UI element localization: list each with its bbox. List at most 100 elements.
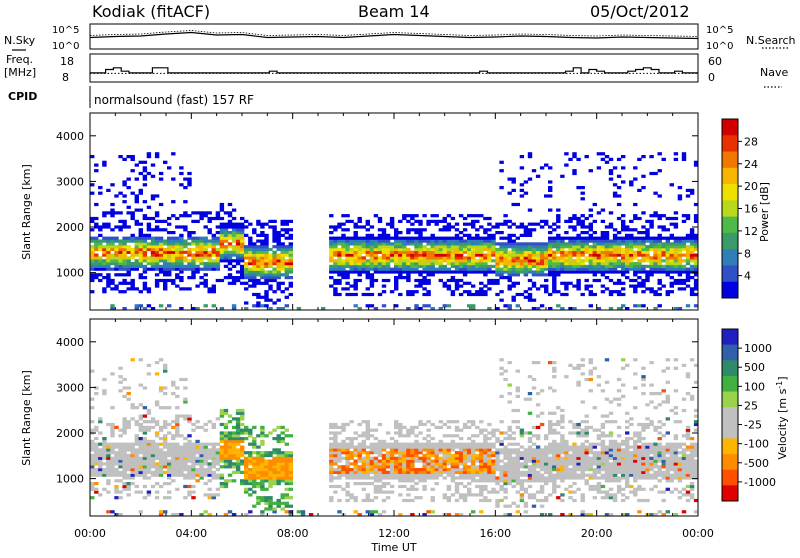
- power-echo-cell: [272, 254, 276, 257]
- power-echo-cell: [191, 240, 195, 243]
- power-echo-cell: [155, 248, 159, 251]
- power-echo-cell: [337, 282, 341, 285]
- power-echo-cell: [167, 273, 171, 276]
- velocity-echo-cell: [568, 460, 572, 463]
- power-echo-cell: [216, 242, 220, 245]
- power-echo-cell: [232, 279, 236, 282]
- power-echo-cell: [370, 293, 374, 296]
- velocity-echo-cell: [224, 479, 228, 482]
- velocity-echo-cell: [236, 471, 240, 474]
- velocity-echo-cell: [483, 485, 487, 488]
- power-echo-cell: [260, 265, 264, 268]
- velocity-echo-cell: [171, 420, 175, 423]
- power-echo-cell: [617, 279, 621, 282]
- velocity-echo-cell: [127, 398, 131, 401]
- power-echo-cell: [572, 251, 576, 254]
- power-echo-cell: [127, 240, 131, 243]
- power-echo-cell: [568, 256, 572, 259]
- velocity-echo-cell: [516, 443, 520, 446]
- velocity-echo-cell: [572, 443, 576, 446]
- power-echo-cell: [122, 279, 126, 282]
- velocity-echo-cell: [143, 471, 147, 474]
- velocity-echo-cell: [362, 440, 366, 443]
- velocity-echo-cell: [370, 499, 374, 502]
- velocity-echo-cell: [414, 496, 418, 499]
- velocity-echo-cell: [435, 448, 439, 451]
- velocity-echo-cell: [552, 482, 556, 485]
- velocity-echo-cell: [297, 510, 301, 513]
- power-echo-cell: [674, 251, 678, 254]
- power-echo-cell: [268, 299, 272, 302]
- power-echo-cell: [633, 217, 637, 220]
- power-echo-cell: [625, 237, 629, 240]
- velocity-echo-cell: [110, 426, 114, 429]
- power-echo-cell: [345, 282, 349, 285]
- power-echo-cell: [572, 262, 576, 265]
- power-echo-cell: [512, 248, 516, 251]
- velocity-echo-cell: [349, 476, 353, 479]
- velocity-echo-cell: [277, 440, 281, 443]
- velocity-echo-cell: [135, 471, 139, 474]
- power-echo-cell: [625, 262, 629, 265]
- power-echo-cell: [281, 251, 285, 254]
- power-echo-cell: [118, 256, 122, 259]
- velocity-echo-cell: [362, 451, 366, 454]
- power-echo-cell: [187, 268, 191, 271]
- power-echo-cell: [139, 290, 143, 293]
- velocity-echo-cell: [447, 420, 451, 423]
- velocity-echo-cell: [410, 448, 414, 451]
- power-echo-cell: [90, 183, 94, 186]
- velocity-echo-cell: [463, 468, 467, 471]
- velocity-echo-cell: [114, 451, 118, 454]
- power-echo-cell: [670, 217, 674, 220]
- velocity-echo-cell: [516, 454, 520, 457]
- velocity-echo-cell: [236, 426, 240, 429]
- velocity-echo-cell: [386, 454, 390, 457]
- power-echo-cell: [366, 245, 370, 248]
- velocity-echo-cell: [118, 389, 122, 392]
- power-echo-cell: [366, 259, 370, 262]
- power-echo-cell: [135, 265, 139, 268]
- power-echo-cell: [625, 251, 629, 254]
- velocity-echo-cell: [191, 476, 195, 479]
- velocity-echo-cell: [155, 457, 159, 460]
- power-echo-cell: [605, 287, 609, 290]
- power-echo-cell: [463, 290, 467, 293]
- power-echo-cell: [171, 245, 175, 248]
- velocity-echo-cell: [366, 423, 370, 426]
- nave-tick-top: 60: [708, 55, 722, 68]
- power-echo-cell: [131, 169, 135, 172]
- velocity-echo-cell: [540, 448, 544, 451]
- power-echo-cell: [268, 285, 272, 288]
- power-echo-cell: [110, 279, 114, 282]
- velocity-echo-cell: [398, 479, 402, 482]
- power-echo-cell: [572, 270, 576, 273]
- power-echo-cell: [516, 262, 520, 265]
- velocity-echo-cell: [508, 429, 512, 432]
- velocity-echo-cell: [378, 443, 382, 446]
- power-echo-cell: [240, 248, 244, 251]
- power-echo-cell: [272, 237, 276, 240]
- power-echo-cell: [114, 265, 118, 268]
- power-echo-cell: [426, 259, 430, 262]
- velocity-echo-cell: [163, 462, 167, 465]
- velocity-echo-cell: [414, 426, 418, 429]
- velocity-echo-cell: [212, 446, 216, 449]
- velocity-echo-cell: [139, 471, 143, 474]
- power-echo-cell: [653, 211, 657, 214]
- power-echo-cell: [540, 254, 544, 257]
- velocity-echo-cell: [463, 485, 467, 488]
- power-echo-cell: [645, 231, 649, 234]
- velocity-echo-cell: [256, 434, 260, 437]
- velocity-echo-cell: [199, 462, 203, 465]
- velocity-echo-cell: [175, 457, 179, 460]
- power-echo-cell: [236, 242, 240, 245]
- velocity-echo-cell: [228, 479, 232, 482]
- velocity-echo-cell: [426, 462, 430, 465]
- velocity-echo-cell: [289, 434, 293, 437]
- power-echo-cell: [199, 214, 203, 217]
- power-echo-cell: [402, 245, 406, 248]
- power-echo-cell: [232, 217, 236, 220]
- velocity-echo-cell: [548, 386, 552, 389]
- power-echo-cell: [662, 251, 666, 254]
